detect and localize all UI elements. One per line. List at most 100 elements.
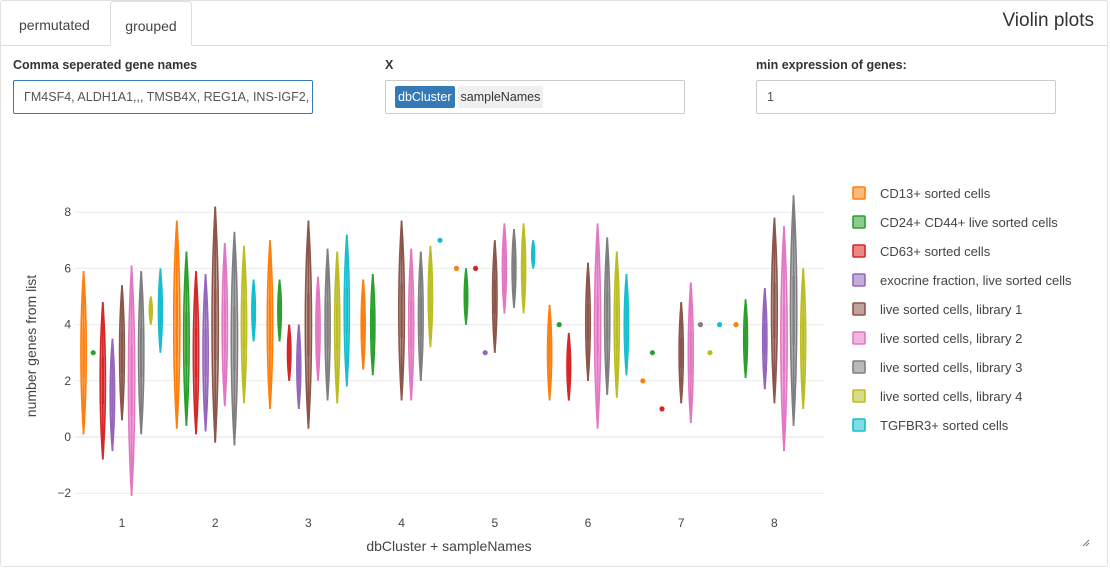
y-tick-label: 2 (64, 374, 71, 388)
y-tick-label: 8 (64, 205, 71, 219)
violin-point (453, 265, 459, 271)
violin-box (101, 357, 104, 405)
violin-box (316, 313, 320, 345)
violin-box (111, 377, 114, 412)
x-tick-label: 6 (585, 516, 592, 530)
min-expression-input[interactable]: 1 (756, 80, 1056, 114)
violin-box (307, 293, 310, 356)
x-tick-label: 7 (678, 516, 685, 530)
y-tick-label: −2 (57, 486, 71, 500)
violin-box (429, 281, 432, 312)
violin-point (697, 322, 704, 328)
violin-box (782, 304, 786, 373)
legend-label: live sorted cells, library 2 (880, 331, 1022, 346)
legend-swatch (852, 360, 866, 374)
legend-label: TGFBR3+ sorted cells (880, 418, 1009, 433)
violin-box (268, 299, 272, 350)
violin-point (659, 406, 665, 412)
violin-box (336, 304, 339, 351)
tab-permutated[interactable]: permutated (19, 17, 90, 33)
violin-point (437, 237, 443, 243)
violin-box (773, 282, 776, 339)
legend-label: CD63+ sorted cells (880, 244, 991, 259)
x-tick-label: 4 (398, 516, 405, 530)
y-tick-label: 0 (64, 430, 71, 444)
violin-box (82, 328, 85, 378)
violin-box (194, 328, 198, 378)
legend-swatch (852, 215, 866, 229)
axes: number genes from list dbCluster + sampl… (23, 205, 778, 554)
violin-box (410, 301, 413, 348)
violin-box (278, 301, 281, 320)
legend-label: CD24+ CD44+ live sorted cells (880, 215, 1058, 230)
violin-box (606, 292, 609, 340)
legend-label: live sorted cells, library 4 (880, 389, 1022, 404)
legend-swatch (852, 331, 866, 345)
violin-point (90, 350, 96, 356)
violin-box (522, 254, 525, 282)
gene-names-label: Comma seperated gene names (13, 58, 198, 72)
violin-box (371, 309, 374, 340)
violin-box (567, 356, 570, 377)
violin-box (419, 296, 422, 336)
violin-box (185, 312, 188, 365)
resize-handle-icon[interactable] (1082, 539, 1090, 547)
violin-box (223, 300, 226, 350)
violin-point (640, 378, 646, 384)
legend-swatch (852, 389, 866, 403)
violin-box (242, 300, 246, 349)
violin-point (707, 350, 713, 356)
violin-box (493, 279, 496, 314)
violin-point (649, 350, 656, 356)
tab-grouped[interactable]: grouped (110, 1, 192, 46)
x-tick-label: 3 (305, 516, 312, 530)
violin-box (689, 331, 692, 374)
violin-box (326, 301, 329, 348)
violin-box (252, 301, 255, 320)
x-label: X (385, 58, 394, 72)
violin-point (733, 322, 739, 328)
violin-box (744, 326, 747, 351)
violin-box (233, 306, 236, 371)
violin-box (120, 332, 124, 373)
x-tick-label: 5 (491, 516, 498, 530)
legend-swatch (852, 418, 866, 432)
legend-swatch (852, 244, 866, 258)
violin-box (802, 317, 805, 360)
violin-box (362, 311, 365, 339)
x-tick-label: 1 (119, 516, 126, 530)
legend-swatch (852, 186, 866, 200)
violin-point (473, 265, 479, 271)
x-chip-samplenames[interactable]: sampleNames (457, 86, 544, 108)
x-tick-label: 8 (771, 516, 778, 530)
violin-box (297, 354, 300, 380)
violin-box (159, 297, 162, 324)
violin-box (400, 283, 403, 338)
gene-names-input[interactable]: ΓM4SF4, ALDH1A1,,, TMSB4X, REG1A, INS-IG… (13, 80, 313, 114)
legend-label: live sorted cells, library 1 (880, 302, 1022, 317)
violin-point (556, 322, 562, 328)
violins (80, 195, 807, 497)
min-expression-label: min expression of genes: (756, 58, 907, 72)
legend: CD13+ sorted cells CD24+ CD44+ live sorte… (852, 186, 1072, 433)
legend-swatch (852, 273, 866, 287)
violin-box (149, 306, 152, 315)
violin-box (140, 328, 143, 378)
violin-point (482, 350, 488, 356)
violin-box (596, 295, 599, 357)
legend-label: exocrine fraction, live sorted cells (880, 273, 1072, 288)
violin-box (464, 288, 468, 305)
x-chip-dbcluster[interactable]: dbCluster (395, 86, 455, 108)
violin-box (586, 304, 590, 340)
violin-box (763, 323, 766, 354)
legend-swatch (852, 302, 866, 316)
legend-label: live sorted cells, library 3 (880, 360, 1022, 375)
violin-box (625, 309, 628, 340)
violin-box (680, 337, 683, 368)
y-tick-label: 6 (64, 261, 71, 275)
x-select[interactable]: dbCluster sampleNames (385, 80, 685, 114)
violin-box (345, 287, 348, 334)
violin-box (615, 302, 618, 347)
